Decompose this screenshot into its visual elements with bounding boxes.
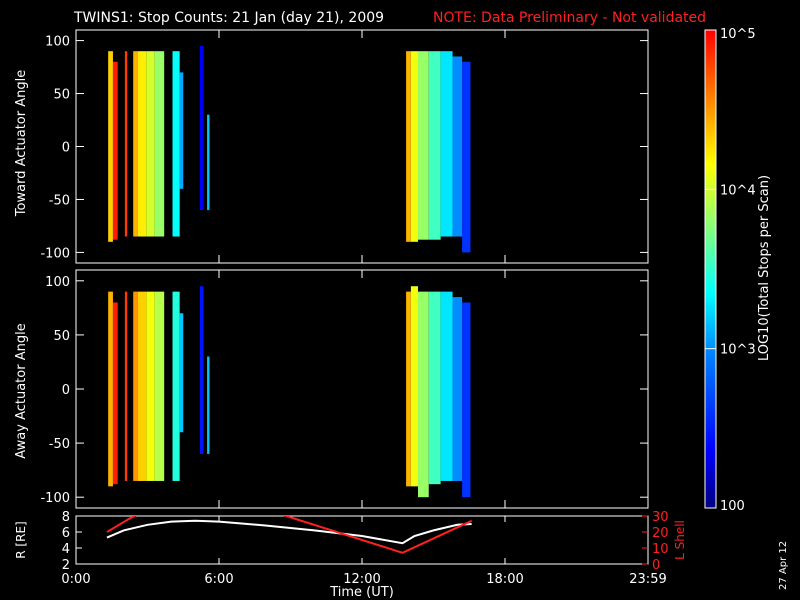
colorbar-label: LOG10(Total Stops per Scan) xyxy=(757,175,772,361)
toward-band-4 xyxy=(137,51,147,237)
orbit-y2tick-label: 0 xyxy=(652,558,660,573)
toward-band-13 xyxy=(418,51,429,240)
toward-ytick-label: 100 xyxy=(45,35,70,50)
time-tick-label: 18:00 xyxy=(486,572,523,587)
orbit-ytick-label: 2 xyxy=(62,558,70,573)
away-band-6 xyxy=(154,291,165,481)
time-tick-label: 6:00 xyxy=(204,572,233,587)
orbit-ytick-label: 4 xyxy=(62,542,70,557)
away-band-16 xyxy=(452,297,463,481)
date-stamp: 27 Apr 12 xyxy=(778,541,789,590)
away-band-10 xyxy=(207,356,210,454)
away-band-15 xyxy=(440,291,453,481)
orbit-y2tick-label: 20 xyxy=(652,526,669,541)
away-ytick-label: 0 xyxy=(62,383,70,398)
orbit-y2label: L Shell xyxy=(673,520,687,560)
toward-band-15 xyxy=(440,51,453,237)
away-band-9 xyxy=(199,286,204,454)
colorbar-tick-label: 100 xyxy=(720,499,745,514)
time-tick-label: 23:59 xyxy=(629,572,666,587)
time-tick-label: 0:00 xyxy=(61,572,90,587)
away-ytick-label: -50 xyxy=(49,437,70,452)
away-band-8 xyxy=(179,313,184,433)
toward-panel: -100 -50 0 50 100 xyxy=(40,29,649,264)
toward-band-3 xyxy=(133,51,138,237)
away-band-2 xyxy=(124,291,128,481)
preliminary-note: NOTE: Data Preliminary - Not validated xyxy=(433,10,706,26)
chart-title: TWINS1: Stop Counts: 21 Jan (day 21), 20… xyxy=(73,10,384,26)
time-tick-label: 12:00 xyxy=(343,572,380,587)
away-band-17 xyxy=(462,302,471,498)
toward-ylabel: Toward Actuator Angle xyxy=(14,70,29,217)
colorbar-tick-label: 10^4 xyxy=(720,183,756,198)
toward-band-11 xyxy=(406,51,411,242)
orbit-ytick-label: 8 xyxy=(62,510,70,525)
away-panel: -100 -50 0 50 100 xyxy=(40,269,649,509)
away-band-11 xyxy=(406,291,411,487)
away-band-0 xyxy=(108,291,113,487)
toward-band-0 xyxy=(108,51,113,242)
toward-band-12 xyxy=(410,51,419,242)
away-band-4 xyxy=(137,291,147,481)
orbit-ytick-label: 6 xyxy=(62,526,70,541)
colorbar-ticks: 10^5 10^4 10^3 100 xyxy=(705,27,756,514)
away-band-12 xyxy=(410,286,419,487)
orbit-y2tick-label: 10 xyxy=(652,542,669,557)
toward-band-10 xyxy=(207,114,210,211)
orbit-ylabel: R [RE] xyxy=(14,521,28,558)
toward-band-16 xyxy=(452,56,463,237)
away-band-5 xyxy=(146,291,155,481)
colorbar xyxy=(704,29,717,509)
away-band-14 xyxy=(428,291,441,485)
toward-band-6 xyxy=(154,51,165,237)
toward-band-2 xyxy=(124,51,128,237)
toward-band-1 xyxy=(112,61,118,240)
colorbar-tick-label: 10^3 xyxy=(720,343,756,358)
toward-ytick-label: 50 xyxy=(53,88,70,103)
orbit-y2tick-label: 30 xyxy=(652,510,669,525)
away-ytick-label: -100 xyxy=(40,491,70,506)
toward-band-7 xyxy=(172,51,180,237)
toward-band-14 xyxy=(428,51,441,240)
away-ylabel: Away Actuator Angle xyxy=(14,323,29,458)
toward-band-5 xyxy=(146,51,155,237)
toward-ytick-label: -50 xyxy=(49,193,70,208)
away-ytick-label: 50 xyxy=(53,329,70,344)
toward-band-17 xyxy=(462,61,471,253)
radius-line xyxy=(106,519,472,545)
colorbar-tick-label: 10^5 xyxy=(720,27,756,42)
away-ytick-label: 100 xyxy=(45,275,70,290)
toward-band-9 xyxy=(199,45,204,211)
away-band-7 xyxy=(172,291,180,481)
away-band-13 xyxy=(418,291,429,498)
toward-ytick-label: 0 xyxy=(62,141,70,156)
toward-ytick-label: -100 xyxy=(40,246,70,261)
away-band-1 xyxy=(112,302,118,485)
away-band-3 xyxy=(133,291,138,481)
toward-band-8 xyxy=(179,72,184,189)
time-xlabel: Time (UT) xyxy=(329,585,394,600)
lshell-line xyxy=(106,516,473,554)
